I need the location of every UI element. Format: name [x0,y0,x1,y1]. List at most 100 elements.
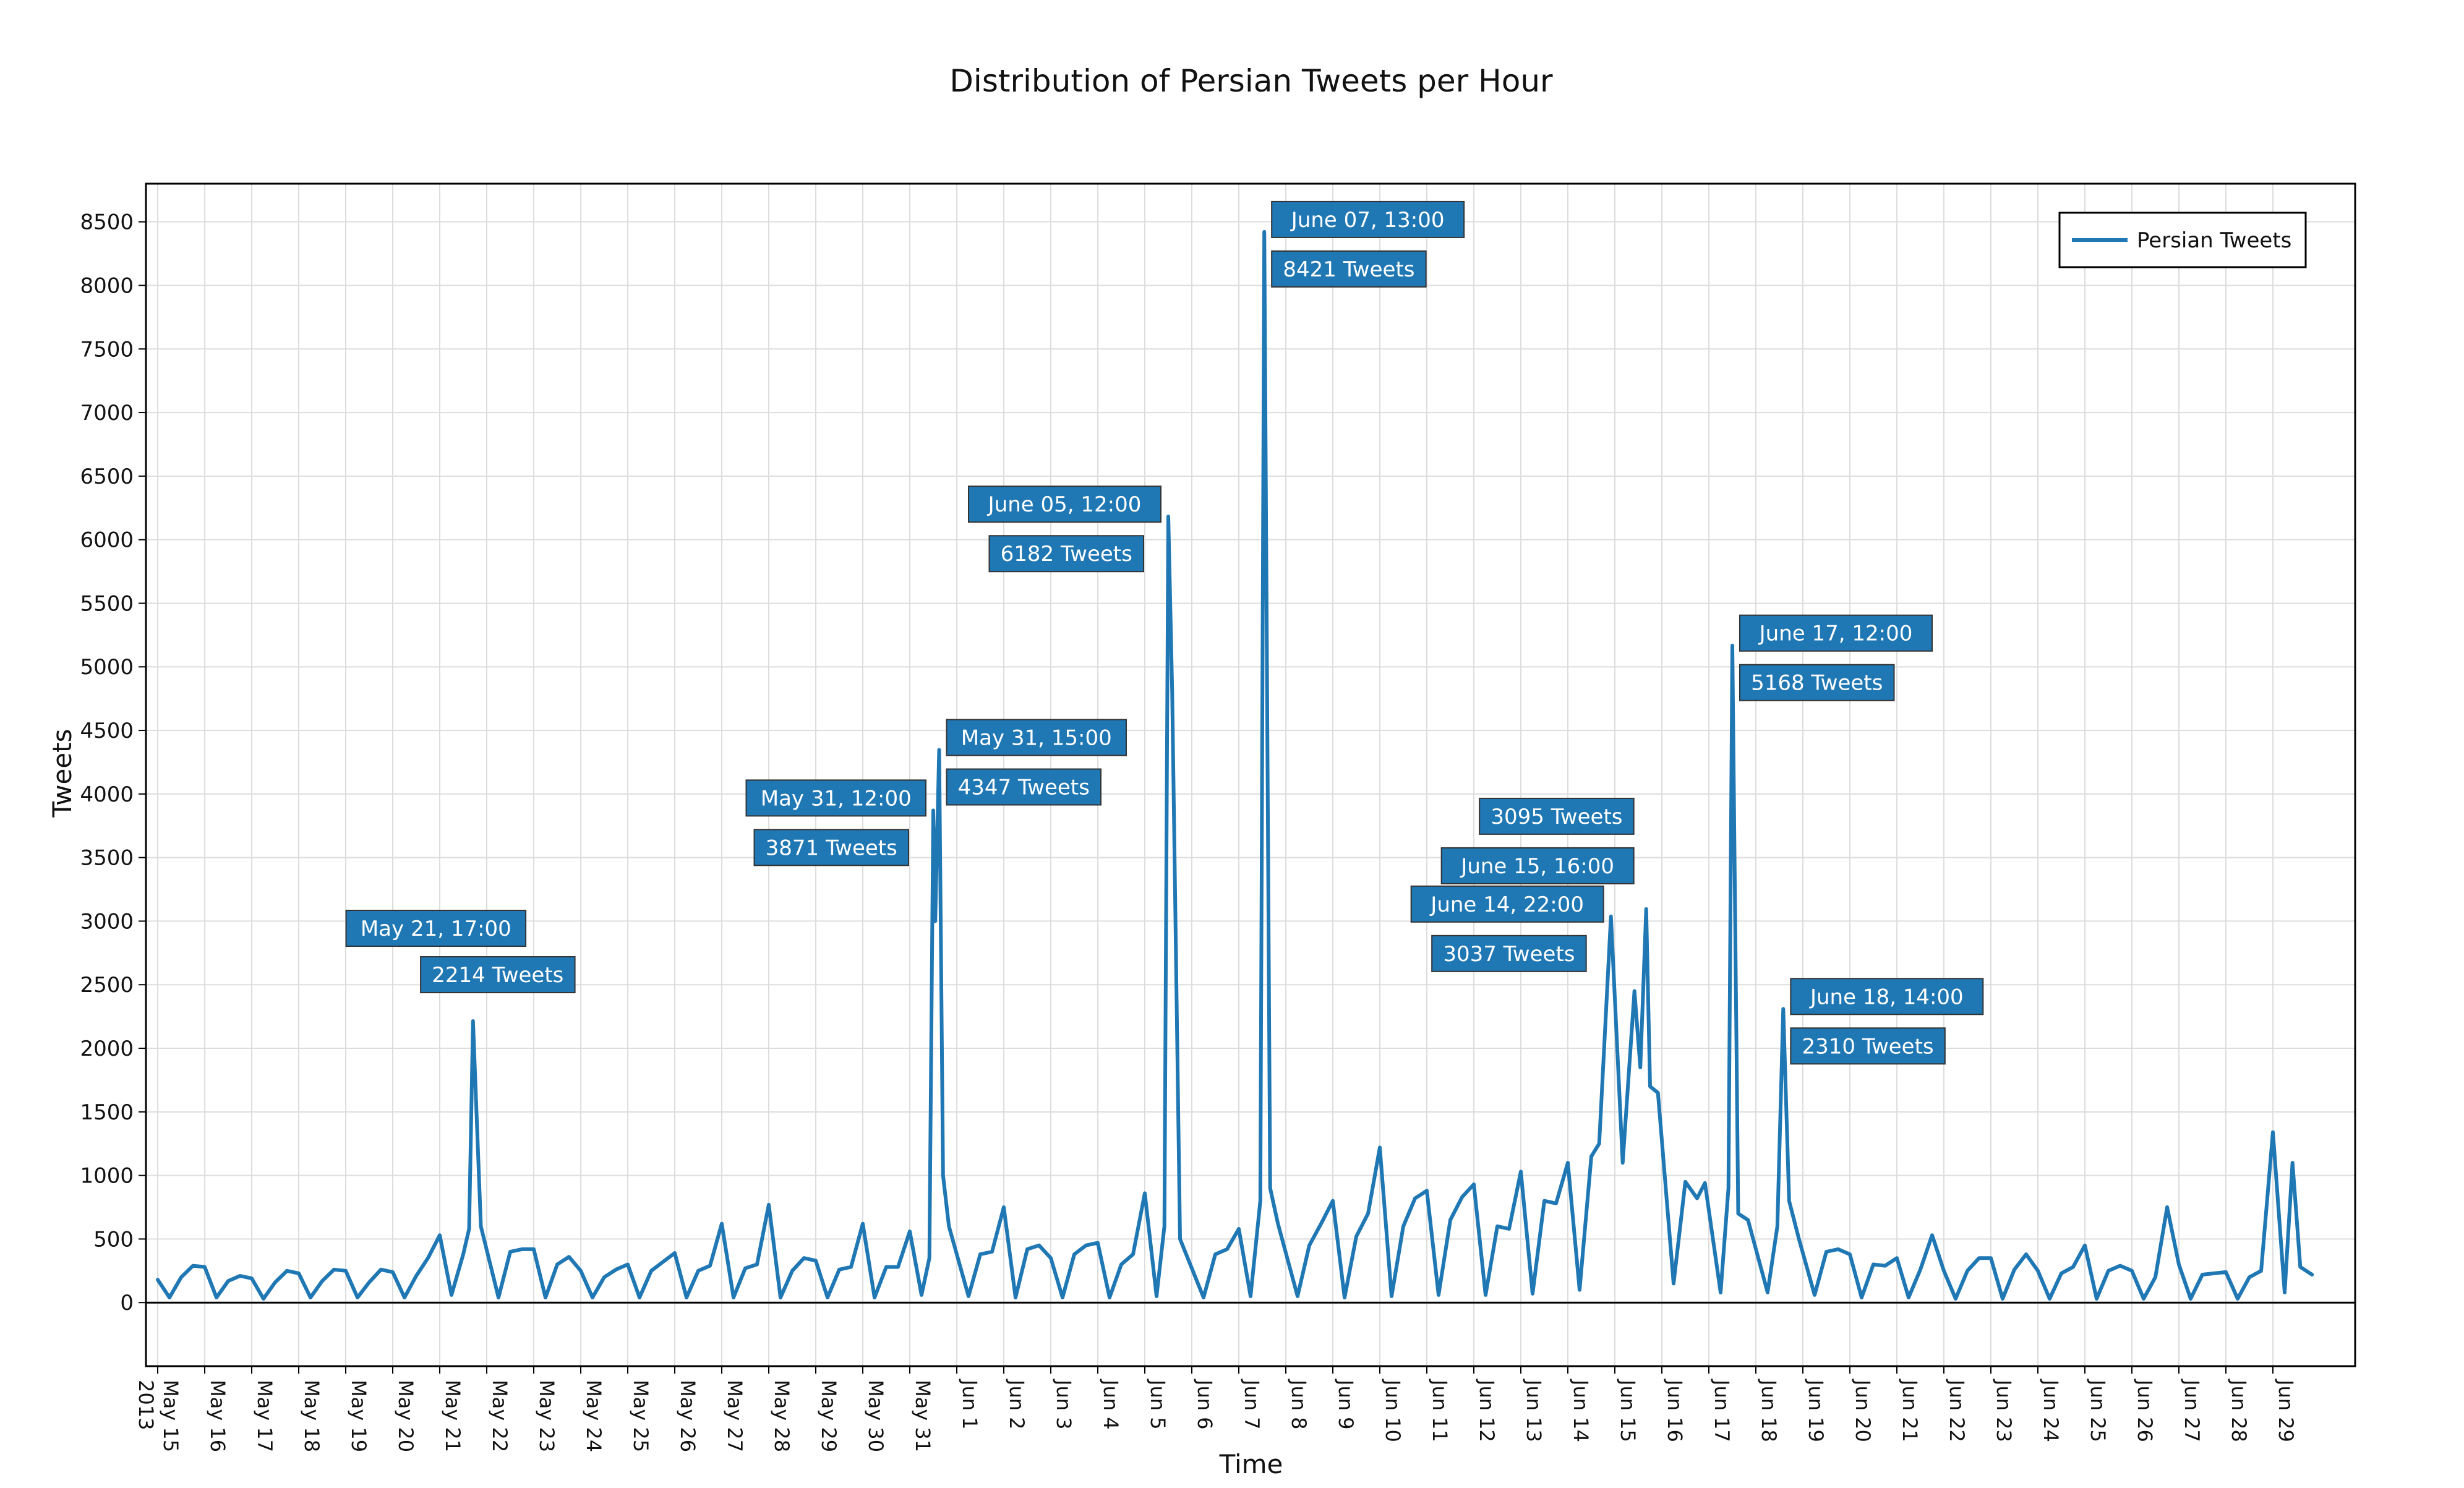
x-tick-label: May 18 [300,1380,323,1452]
x-tick-label: May 25 [629,1380,652,1452]
x-tick-label: Jun 17 [1710,1379,1734,1442]
annotation-box [1271,250,1427,288]
y-tick-label: 3500 [80,846,134,871]
y-tick-label: 8500 [80,210,134,235]
annotation-box [345,910,527,947]
x-tick-year-label: 2013 [134,1380,158,1430]
y-tick-label: 1500 [80,1100,134,1125]
annotations: May 21, 17:00 2214 Tweets May 31, 12:00 387… [345,200,1984,1065]
y-tick-label: 4000 [80,782,134,807]
annotation-box [1739,614,1933,652]
series-line-persian-tweets [156,229,2314,1301]
x-tick-label: Jun 18 [1757,1379,1781,1442]
y-axis-title: Tweets [47,729,77,818]
x-tick-label: May 30 [864,1380,888,1452]
x-tick-label: May 31 [911,1380,935,1452]
x-tick-label: Jun 23 [1992,1379,2016,1442]
annotation-text: 6182 Tweets [1001,542,1132,567]
x-tick-label: Jun 3 [1052,1379,1076,1430]
x-tick-label: Jun 14 [1569,1379,1593,1442]
y-tick-label: 2500 [80,973,134,998]
y-tick-label: 2000 [80,1037,134,1061]
x-tick-label: Jun 28 [2227,1379,2251,1442]
x-tick-label: May 20 [394,1380,417,1452]
x-tick-label: Jun 15 [1616,1379,1640,1442]
annotation-box [1410,885,1604,923]
annotation-box [1479,797,1635,835]
x-tick-label: May 22 [488,1380,511,1452]
x-tick-label: Jun 2 [1005,1379,1029,1430]
y-tick-label: 8000 [80,273,134,298]
x-tick-label: May 28 [770,1380,794,1452]
y-tick-label: 7000 [80,401,134,425]
chart-title: Distribution of Persian Tweets per Hour [949,63,1553,99]
y-tick-label: 0 [120,1291,134,1315]
annotation-text: May 21, 17:00 [361,917,511,941]
annotation-text: 4347 Tweets [958,775,1090,800]
y-tick-label: 4500 [80,719,134,743]
x-tick-label: Jun 13 [1522,1379,1546,1442]
x-tick-label: Jun 1 [958,1379,982,1430]
x-tick-label: May 16 [206,1380,229,1452]
x-tick-label: May 17 [253,1380,276,1452]
annotation-box [1739,664,1895,701]
annotation-text: June 05, 12:00 [987,492,1142,517]
annotation-text: June 15, 16:00 [1460,854,1614,879]
x-tick-label: Jun 11 [1428,1379,1452,1442]
y-tick-label: 6500 [80,464,134,489]
annotation-box [1440,847,1635,884]
x-tick-label: Jun 22 [1945,1379,1969,1442]
annotation-box [745,779,926,817]
x-tick-label: Jun 24 [2039,1379,2063,1442]
y-tick-label: 5500 [80,591,134,616]
annotation-text: 2310 Tweets [1802,1034,1933,1059]
y-tick-label: 6000 [80,528,134,553]
x-tick-label: Jun 10 [1381,1379,1405,1442]
x-tick-label: May 19 [347,1380,370,1452]
x-tick-label: May 29 [817,1380,841,1452]
annotation-text: June 17, 12:00 [1758,622,1913,646]
y-axis: 0 500 1000 1500 2000 2500 3000 3500 4000 4500 5000… [80,210,146,1315]
y-tick-label: 500 [93,1227,134,1252]
annotation-box [753,829,909,866]
x-tick-label: Jun 20 [1851,1379,1875,1442]
x-tick-label: May 23 [535,1380,558,1452]
x-tick-label: Jun 4 [1099,1379,1123,1430]
x-tick-label: Jun 12 [1475,1379,1499,1442]
x-tick-label: Jun 5 [1146,1379,1170,1430]
legend-label: Persian Tweets [2137,228,2291,253]
annotation-text: June 14, 22:00 [1429,892,1584,917]
annotation-box [946,768,1102,806]
y-tick-label: 1000 [80,1164,134,1189]
annotation-box [968,485,1161,523]
annotation-box [420,956,576,994]
x-tick-label: Jun 8 [1287,1379,1311,1430]
series-layer [156,229,2314,1301]
x-tick-label: Jun 21 [1898,1379,1922,1442]
plot-frame [145,182,2356,1367]
annotation-text: 3037 Tweets [1443,942,1575,967]
x-tick-label: Jun 26 [2133,1379,2157,1442]
annotation-text: May 31, 12:00 [761,786,912,811]
x-tick-label: May 26 [676,1380,699,1452]
legend[interactable]: Persian Tweets [2058,212,2307,268]
annotation-text: May 31, 15:00 [961,725,1112,750]
y-tick-label: 5000 [80,655,134,680]
x-tick-label: May 15 [159,1380,182,1452]
x-tick-label: May 24 [582,1380,605,1452]
x-tick-label: Jun 7 [1240,1379,1264,1430]
annotation-box [1271,200,1465,238]
annotation-box [1790,978,1984,1016]
x-tick-label: May 21 [441,1380,464,1452]
x-tick-label: Jun 6 [1193,1379,1217,1430]
annotation-box [1431,934,1587,972]
x-tick-label: Jun 29 [2274,1379,2298,1442]
annotation-text: 5168 Tweets [1751,671,1883,696]
annotation-text: June 18, 14:00 [1809,985,1964,1009]
annotation-box [946,719,1127,756]
x-tick-label: Jun 16 [1663,1379,1687,1442]
annotation-text: 3871 Tweets [766,836,897,860]
x-tick-label: Jun 19 [1804,1379,1828,1442]
